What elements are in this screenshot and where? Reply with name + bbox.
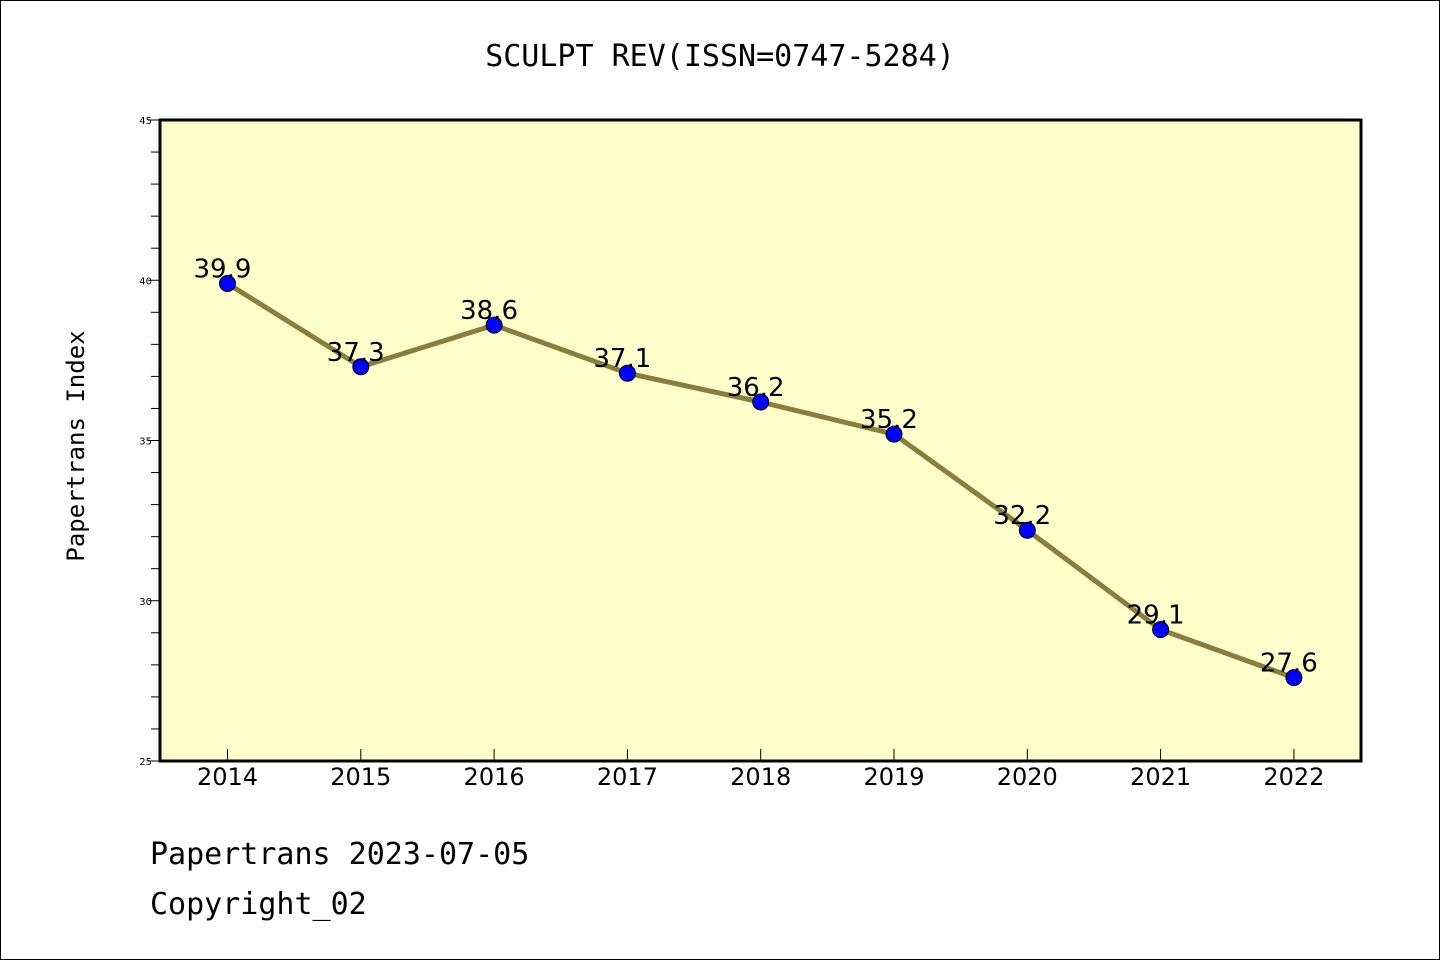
footer-date-text: Papertrans 2023-07-05	[150, 837, 529, 872]
x-tick-label: 2020	[997, 763, 1058, 791]
y-tick-label: 45	[139, 116, 152, 127]
data-value-label: 29.1	[1127, 601, 1185, 631]
x-tick-label: 2019	[863, 763, 924, 791]
footer-copyright-text: Copyright_02	[150, 887, 367, 922]
data-value-label: 36.2	[727, 373, 785, 403]
data-value-label: 38.6	[460, 296, 518, 326]
data-labels: 39.9 37.3 38.6 37.1 36.2 35.2 32.2 29.1 27.6	[194, 254, 1318, 678]
data-value-label: 37.3	[327, 338, 385, 368]
chart-title: SCULPT REV(ISSN=0747-5284)	[485, 39, 955, 74]
data-point-marker	[352, 358, 370, 376]
x-axis-ticks	[227, 749, 1295, 761]
y-tick-label: 35	[139, 437, 152, 448]
data-point-marker	[1152, 621, 1170, 639]
plot-area	[160, 120, 1361, 761]
x-tick-label: 2015	[330, 763, 391, 791]
x-tick-label: 2021	[1130, 763, 1191, 791]
data-value-label: 32.2	[993, 501, 1051, 531]
data-point-marker	[885, 425, 903, 443]
y-axis-label: Papertrans Index	[62, 330, 90, 561]
y-tick-label: 40	[139, 276, 152, 287]
data-point-marker	[219, 274, 236, 292]
data-value-label: 35.2	[860, 405, 918, 435]
data-value-label: 37.1	[593, 344, 651, 374]
series-markers	[219, 274, 1303, 687]
x-axis-tick-labels: 2014 2015 2016 2017 2018 2019 2020 2021 2022	[197, 763, 1324, 791]
y-axis-tick-labels: 25 30 35 40 45	[139, 116, 152, 768]
data-point-marker	[485, 316, 503, 334]
data-point-marker	[752, 393, 770, 411]
y-tick-label: 30	[139, 597, 152, 608]
x-tick-label: 2022	[1263, 763, 1324, 791]
data-value-label: 27.6	[1260, 649, 1318, 679]
data-point-marker	[1018, 521, 1036, 539]
plot-border	[158, 118, 1363, 763]
x-tick-label: 2017	[597, 763, 658, 791]
x-tick-label: 2018	[730, 763, 791, 791]
x-tick-label: 2014	[197, 763, 258, 791]
y-tick-label: 25	[139, 757, 152, 768]
data-value-label: 39.9	[194, 254, 252, 284]
data-point-marker	[1285, 669, 1303, 687]
data-point-marker	[618, 364, 636, 382]
x-tick-label: 2016	[464, 763, 525, 791]
